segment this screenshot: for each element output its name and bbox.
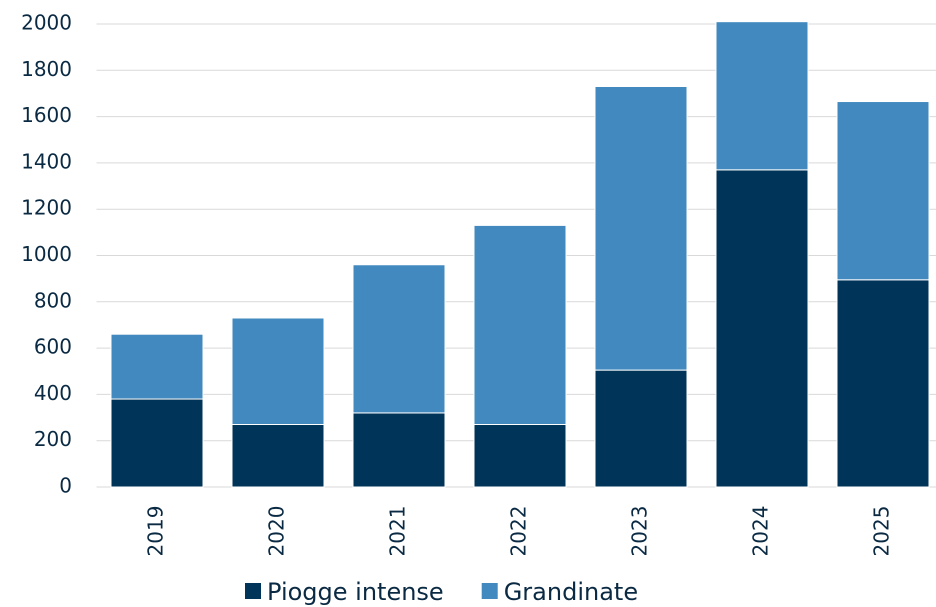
y-tick-label: 2000 xyxy=(21,11,72,35)
y-tick-label: 400 xyxy=(34,381,72,405)
x-tick-label: 2019 xyxy=(144,506,168,557)
bar-segment xyxy=(594,369,688,488)
x-tick-label: 2021 xyxy=(386,506,410,557)
bar-segment xyxy=(231,317,325,425)
y-tick-label: 1400 xyxy=(21,149,72,173)
bar-segment xyxy=(110,398,204,488)
y-tick-label: 1600 xyxy=(21,103,72,127)
bar-segment xyxy=(836,101,930,281)
y-tick-label: 1800 xyxy=(21,57,72,81)
y-tick-label: 1200 xyxy=(21,196,72,220)
bar-segment xyxy=(473,423,567,488)
bar-segment xyxy=(110,333,204,400)
legend-swatch xyxy=(245,583,261,599)
bar-segment xyxy=(715,21,809,171)
bar-segment xyxy=(836,279,930,488)
y-tick-label: 200 xyxy=(34,427,72,451)
legend-swatch xyxy=(481,583,498,599)
legend-label: Piogge intense xyxy=(267,578,444,606)
x-tick-label: 2022 xyxy=(507,506,531,557)
x-tick-label: 2020 xyxy=(265,506,289,557)
bar-segment xyxy=(352,412,446,488)
bar-segment xyxy=(231,423,325,488)
x-tick-label: 2023 xyxy=(628,506,652,557)
y-tick-label: 1000 xyxy=(21,242,72,266)
x-tick-label: 2024 xyxy=(749,506,773,557)
bar-segment xyxy=(473,224,567,425)
x-tick-label: 2025 xyxy=(870,506,894,557)
bar-segment xyxy=(594,86,688,371)
y-tick-label: 600 xyxy=(34,335,72,359)
y-tick-label: 800 xyxy=(34,288,72,312)
legend-label: Grandinate xyxy=(504,578,638,606)
bar-segment xyxy=(715,169,809,488)
bar-segment xyxy=(352,264,446,414)
y-tick-label: 0 xyxy=(59,474,72,498)
